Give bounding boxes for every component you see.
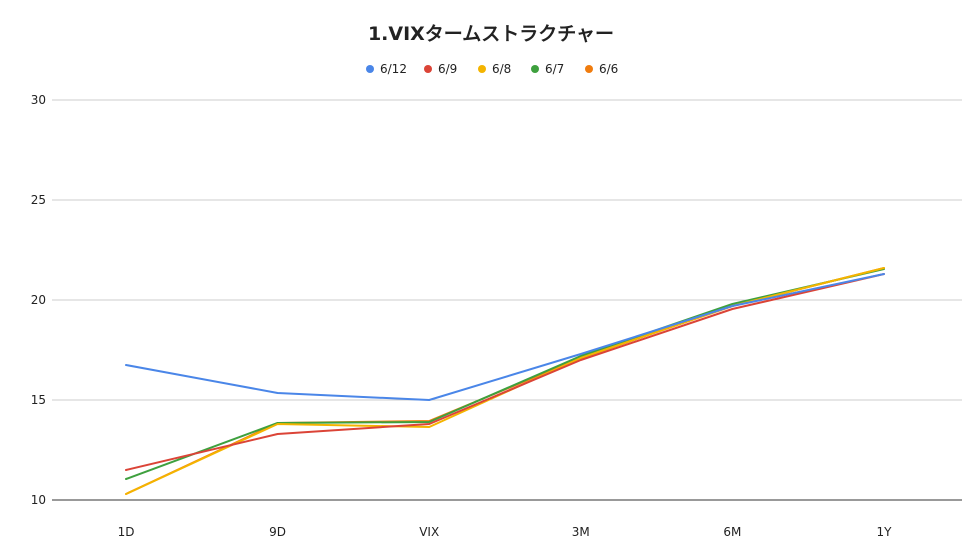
series-line-6-9 bbox=[125, 273, 885, 471]
gridlines bbox=[52, 99, 962, 501]
x-tick-label: VIX bbox=[419, 525, 439, 539]
series-lines bbox=[125, 267, 885, 495]
y-axis-ticks: 10 15 20 25 30 bbox=[31, 93, 46, 507]
legend: 6/12 6/9 6/8 6/7 6/6 bbox=[366, 62, 618, 76]
legend-label: 6/8 bbox=[492, 62, 511, 76]
series-line-6-8 bbox=[125, 267, 885, 495]
x-tick-label: 1Y bbox=[877, 525, 893, 539]
y-tick-label: 25 bbox=[31, 193, 46, 207]
legend-item[interactable]: 6/6 bbox=[585, 62, 618, 76]
x-tick-label: 6M bbox=[723, 525, 741, 539]
x-tick-label: 1D bbox=[118, 525, 135, 539]
y-tick-label: 20 bbox=[31, 293, 46, 307]
legend-item[interactable]: 6/12 bbox=[366, 62, 407, 76]
legend-item[interactable]: 6/8 bbox=[478, 62, 511, 76]
legend-label: 6/12 bbox=[380, 62, 407, 76]
series-line-6-12 bbox=[125, 273, 885, 401]
legend-label: 6/6 bbox=[599, 62, 618, 76]
y-tick-label: 30 bbox=[31, 93, 46, 107]
y-tick-label: 10 bbox=[31, 493, 46, 507]
x-tick-label: 3M bbox=[572, 525, 590, 539]
chart-title: 1.VIXタームストラクチャー bbox=[368, 23, 614, 45]
legend-swatch bbox=[531, 65, 539, 73]
legend-item[interactable]: 6/7 bbox=[531, 62, 564, 76]
legend-swatch bbox=[424, 65, 432, 73]
y-tick-label: 15 bbox=[31, 393, 46, 407]
legend-item[interactable]: 6/9 bbox=[424, 62, 457, 76]
legend-swatch bbox=[478, 65, 486, 73]
legend-label: 6/7 bbox=[545, 62, 564, 76]
x-axis-ticks: 1D 9D VIX 3M 6M 1Y bbox=[118, 525, 893, 539]
legend-swatch bbox=[366, 65, 374, 73]
legend-label: 6/9 bbox=[438, 62, 457, 76]
legend-swatch bbox=[585, 65, 593, 73]
series-line-6-7 bbox=[125, 268, 885, 480]
x-tick-label: 9D bbox=[269, 525, 286, 539]
series-line-6-6 bbox=[125, 267, 885, 495]
